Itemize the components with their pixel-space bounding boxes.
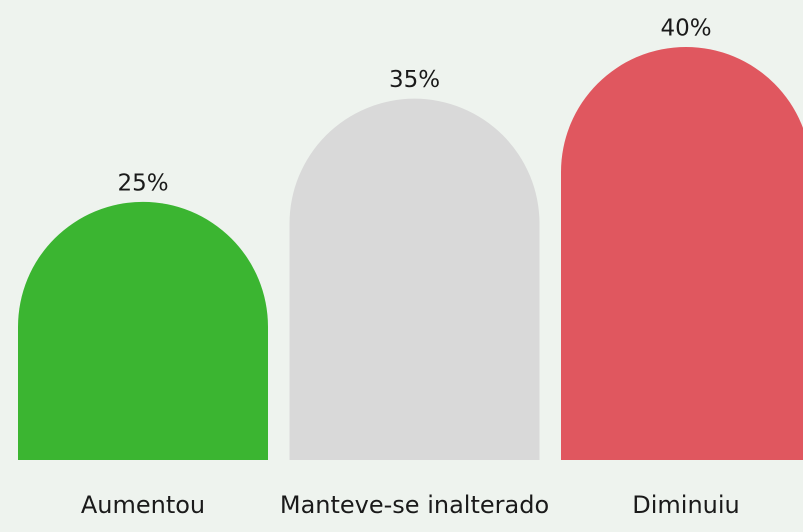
value-label: 35% [389, 67, 440, 93]
value-label: 25% [117, 170, 168, 196]
bar [289, 98, 540, 461]
bar [561, 47, 803, 460]
value-label: 40% [660, 16, 711, 42]
bar [18, 201, 268, 460]
category-label: Aumentou [81, 491, 205, 519]
category-label: Manteve-se inalterado [280, 491, 549, 519]
category-label: Diminuiu [632, 491, 740, 519]
